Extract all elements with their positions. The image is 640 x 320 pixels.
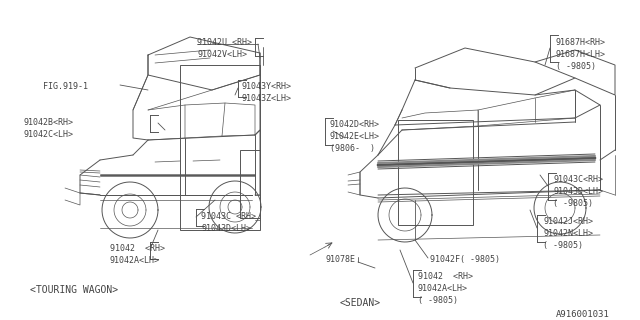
Text: 91043D<LH>: 91043D<LH> [201, 224, 251, 233]
Text: 91043Z<LH>: 91043Z<LH> [242, 94, 292, 103]
Text: 91042V<LH>: 91042V<LH> [197, 50, 247, 59]
Bar [180, 65, 260, 230]
Text: 91687H<LH>: 91687H<LH> [556, 50, 606, 59]
Text: 91043Y<RH>: 91043Y<RH> [242, 82, 292, 91]
Bar [398, 120, 473, 225]
Text: 91042D<RH>: 91042D<RH> [330, 120, 380, 129]
Text: 91042J<RH>: 91042J<RH> [543, 217, 593, 226]
Text: ( -9805): ( -9805) [543, 241, 583, 250]
Text: 91042  <RH>: 91042 <RH> [418, 272, 473, 281]
Text: 91042F( -9805): 91042F( -9805) [430, 255, 500, 264]
Bar [240, 150, 260, 218]
Text: <TOURING WAGON>: <TOURING WAGON> [30, 285, 118, 295]
Text: 91687H<RH>: 91687H<RH> [556, 38, 606, 47]
Text: 91043C <RH>: 91043C <RH> [201, 212, 256, 221]
Text: 91042A<LH>: 91042A<LH> [110, 256, 160, 265]
Text: <SEDAN>: <SEDAN> [340, 298, 381, 308]
Text: ( -9805): ( -9805) [556, 62, 596, 71]
Text: 91042A<LH>: 91042A<LH> [418, 284, 468, 293]
Text: ( -9805): ( -9805) [418, 296, 458, 305]
Text: (9806-  ): (9806- ) [330, 144, 375, 153]
Text: 91043C<RH>: 91043C<RH> [553, 175, 603, 184]
Text: 91043D<LH>: 91043D<LH> [553, 187, 603, 196]
Text: 91078E: 91078E [325, 255, 355, 264]
Text: 91042C<LH>: 91042C<LH> [23, 130, 73, 139]
Text: FIG.919-1: FIG.919-1 [43, 82, 88, 91]
Text: ( -9805): ( -9805) [553, 199, 593, 208]
Text: 91042B<RH>: 91042B<RH> [23, 118, 73, 127]
Text: A916001031: A916001031 [556, 310, 610, 319]
Text: 91042N<LH>: 91042N<LH> [543, 229, 593, 238]
Text: 91042E<LH>: 91042E<LH> [330, 132, 380, 141]
Text: 91042U <RH>: 91042U <RH> [197, 38, 252, 47]
Text: 91042  <RH>: 91042 <RH> [110, 244, 165, 253]
